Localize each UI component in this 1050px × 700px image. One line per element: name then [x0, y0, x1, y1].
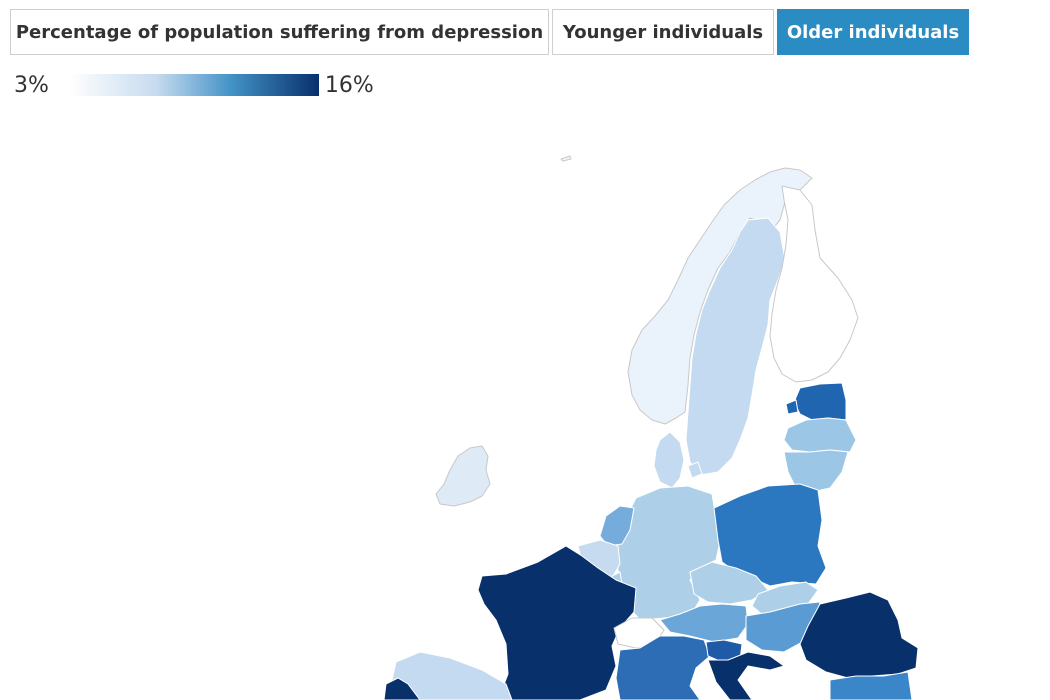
tab-total-population[interactable]: Percentage of population suffering from …: [10, 9, 549, 55]
country-croatia[interactable]: [707, 651, 785, 700]
country-romania[interactable]: [799, 591, 919, 679]
europe-map: [383, 155, 919, 700]
country-italy[interactable]: [615, 635, 711, 700]
country-small-island[interactable]: [560, 155, 572, 162]
tab-older-individuals[interactable]: Older individuals: [777, 9, 969, 55]
country-bulgaria[interactable]: [829, 671, 913, 700]
country-denmark[interactable]: [653, 431, 685, 489]
country-france[interactable]: [477, 545, 637, 700]
country-estonia-island[interactable]: [785, 399, 799, 415]
country-portugal[interactable]: [383, 677, 421, 700]
color-legend: 3% 16%: [14, 70, 374, 100]
country-ireland[interactable]: [435, 445, 491, 507]
legend-gradient-bar: [68, 74, 319, 96]
country-estonia[interactable]: [793, 382, 847, 421]
country-finland[interactable]: [769, 185, 859, 383]
country-norway[interactable]: [627, 167, 813, 425]
legend-max-label: 16%: [324, 72, 374, 98]
legend-min-label: 3%: [14, 72, 49, 98]
tab-younger-individuals[interactable]: Younger individuals: [552, 9, 774, 55]
country-netherlands[interactable]: [599, 505, 635, 547]
country-sweden[interactable]: [685, 217, 786, 476]
country-lithuania[interactable]: [783, 449, 849, 493]
country-latvia[interactable]: [783, 417, 857, 453]
country-denmark-island[interactable]: [687, 461, 703, 479]
tab-bar: Percentage of population suffering from …: [10, 9, 969, 55]
